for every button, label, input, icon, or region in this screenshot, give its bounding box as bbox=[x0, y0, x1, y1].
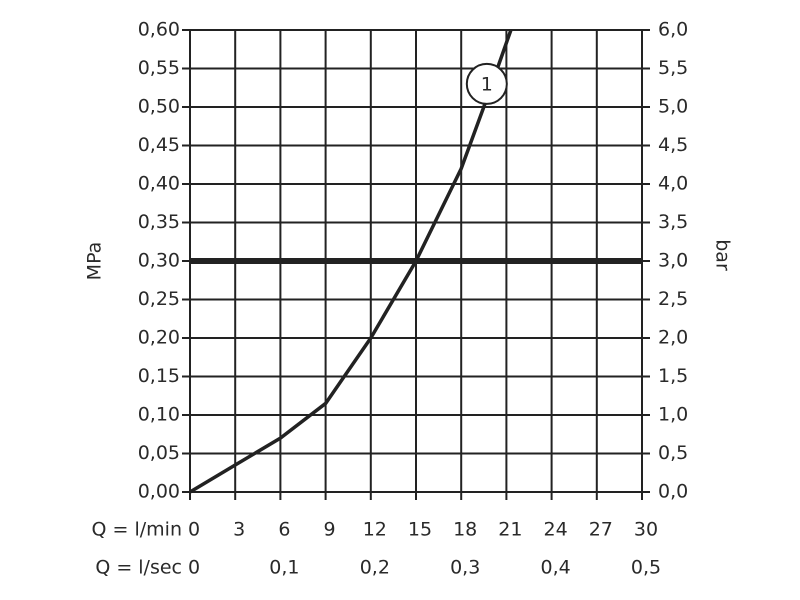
x2-axis-label: Q = l/sec bbox=[95, 557, 182, 579]
x-tick-label: 12 bbox=[363, 519, 387, 541]
y2-tick-label: 2,5 bbox=[658, 288, 688, 310]
annotation-label: 1 bbox=[481, 73, 493, 95]
x-tick-label: 3 bbox=[233, 519, 245, 541]
x-tick-label: 9 bbox=[324, 519, 336, 541]
x-tick-label: 6 bbox=[278, 519, 290, 541]
y2-tick-label: 0,0 bbox=[658, 481, 688, 503]
y2-tick-label: 3,5 bbox=[658, 211, 688, 233]
y-tick-label: 0,00 bbox=[138, 481, 180, 503]
y-tick-label: 0,45 bbox=[138, 134, 180, 156]
y-tick-label: 0,30 bbox=[138, 250, 180, 272]
x2-tick-label: 0,3 bbox=[450, 557, 480, 579]
x-tick-label: 30 bbox=[634, 519, 658, 541]
y2-tick-label: 0,5 bbox=[658, 442, 688, 464]
y-tick-label: 0,20 bbox=[138, 327, 180, 349]
y2-tick-label: 4,5 bbox=[658, 134, 688, 156]
x2-tick-label: 0 bbox=[188, 557, 200, 579]
y2-tick-label: 1,5 bbox=[658, 365, 688, 387]
x-tick-label: 24 bbox=[544, 519, 568, 541]
y2-tick-label: 5,0 bbox=[658, 96, 688, 118]
y2-tick-label: 3,0 bbox=[658, 250, 688, 272]
x-tick-label: 15 bbox=[408, 519, 432, 541]
x-tick-label: 18 bbox=[453, 519, 477, 541]
x2-tick-label: 0,1 bbox=[269, 557, 299, 579]
x2-tick-label: 0,2 bbox=[360, 557, 390, 579]
y-axis-label: MPa bbox=[84, 242, 106, 281]
y2-tick-label: 2,0 bbox=[658, 327, 688, 349]
y-tick-label: 0,35 bbox=[138, 211, 180, 233]
y2-tick-label: 1,0 bbox=[658, 404, 688, 426]
y-tick-label: 0,40 bbox=[138, 173, 180, 195]
y-tick-label: 0,55 bbox=[138, 57, 180, 79]
x2-tick-label: 0,4 bbox=[540, 557, 570, 579]
y-tick-label: 0,15 bbox=[138, 365, 180, 387]
x2-tick-label: 0,5 bbox=[631, 557, 661, 579]
x-tick-label: 27 bbox=[589, 519, 613, 541]
y2-tick-label: 5,5 bbox=[658, 57, 688, 79]
y2-axis-label: bar bbox=[712, 239, 734, 271]
x-tick-label: 0 bbox=[188, 519, 200, 541]
y-tick-label: 0,25 bbox=[138, 288, 180, 310]
y2-tick-label: 6,0 bbox=[658, 19, 688, 41]
y2-tick-label: 4,0 bbox=[658, 173, 688, 195]
y-tick-label: 0,60 bbox=[138, 19, 180, 41]
y-tick-label: 0,10 bbox=[138, 404, 180, 426]
data-line bbox=[189, 29, 513, 494]
y-tick-label: 0,05 bbox=[138, 442, 180, 464]
annotation-circle bbox=[465, 62, 508, 105]
y-tick-label: 0,50 bbox=[138, 96, 180, 118]
x-axis-label: Q = l/min bbox=[92, 519, 182, 541]
x-tick-label: 21 bbox=[498, 519, 522, 541]
